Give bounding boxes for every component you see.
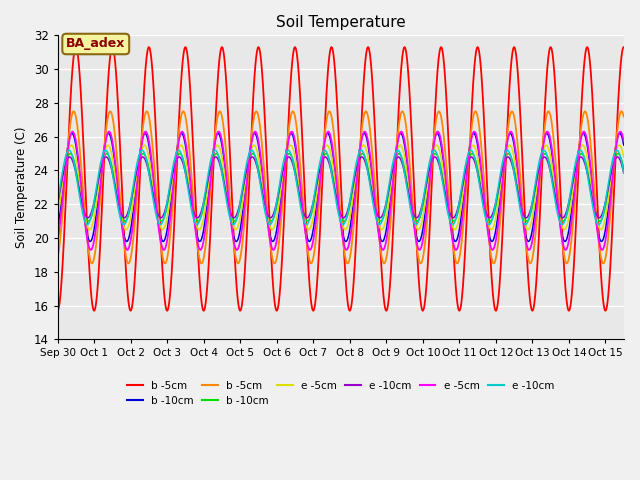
e -10cm: [467, 147, 475, 153]
b -5cm: [271, 300, 278, 305]
b -5cm: [547, 44, 554, 50]
e -5cm: [620, 154, 628, 160]
e -5cm: [548, 146, 556, 152]
b -10cm: [296, 190, 303, 195]
b -5cm: [152, 126, 159, 132]
e -10cm: [609, 164, 616, 169]
e -10cm: [271, 207, 278, 213]
e -5cm: [152, 200, 160, 206]
e -5cm: [271, 223, 278, 228]
e -5cm: [296, 174, 303, 180]
b -5cm: [118, 191, 126, 196]
b -10cm: [268, 218, 275, 224]
e -10cm: [120, 215, 128, 221]
b -5cm: [548, 47, 556, 52]
e -10cm: [296, 198, 303, 204]
e -5cm: [561, 227, 568, 232]
b -5cm: [620, 114, 628, 120]
Line: b -10cm: b -10cm: [58, 154, 624, 221]
b -10cm: [561, 239, 569, 244]
b -10cm: [620, 166, 628, 171]
e -5cm: [296, 183, 303, 189]
e -5cm: [609, 165, 617, 170]
b -10cm: [271, 236, 278, 241]
e -5cm: [620, 138, 628, 144]
b -10cm: [609, 164, 616, 169]
e -10cm: [548, 175, 556, 181]
e -10cm: [548, 178, 556, 184]
e -5cm: [68, 142, 76, 148]
b -5cm: [548, 120, 556, 126]
e -10cm: [152, 211, 160, 217]
e -5cm: [54, 215, 61, 220]
b -5cm: [234, 261, 242, 266]
b -10cm: [271, 211, 278, 217]
b -10cm: [609, 164, 617, 169]
b -10cm: [152, 199, 159, 205]
b -5cm: [296, 78, 303, 84]
e -10cm: [118, 213, 126, 218]
b -10cm: [614, 151, 622, 156]
Text: BA_adex: BA_adex: [66, 37, 125, 50]
Line: b -5cm: b -5cm: [58, 47, 624, 311]
e -10cm: [271, 209, 278, 215]
e -5cm: [434, 129, 442, 134]
b -5cm: [609, 178, 617, 183]
Line: b -10cm: b -10cm: [58, 133, 624, 241]
b -10cm: [548, 149, 556, 155]
e -10cm: [152, 204, 160, 210]
b -10cm: [118, 214, 126, 220]
b -5cm: [118, 220, 126, 226]
b -10cm: [620, 142, 628, 148]
e -5cm: [548, 160, 556, 166]
e -5cm: [271, 245, 278, 251]
e -10cm: [620, 170, 628, 176]
b -5cm: [54, 255, 61, 261]
b -10cm: [118, 223, 126, 228]
b -10cm: [296, 177, 303, 182]
b -5cm: [152, 183, 159, 189]
b -5cm: [620, 44, 628, 50]
b -10cm: [152, 203, 159, 209]
e -5cm: [54, 238, 61, 243]
b -5cm: [54, 308, 61, 313]
e -5cm: [152, 202, 160, 207]
Line: e -5cm: e -5cm: [58, 132, 624, 250]
Line: b -5cm: b -5cm: [58, 111, 624, 264]
b -5cm: [609, 216, 616, 222]
e -10cm: [118, 220, 126, 226]
e -10cm: [609, 156, 617, 161]
Line: e -10cm: e -10cm: [58, 150, 624, 225]
e -10cm: [614, 154, 621, 160]
e -10cm: [54, 199, 61, 205]
e -10cm: [620, 170, 628, 176]
b -10cm: [548, 171, 556, 177]
b -5cm: [296, 152, 303, 158]
b -5cm: [581, 108, 589, 114]
b -5cm: [271, 261, 278, 266]
Title: Soil Temperature: Soil Temperature: [276, 15, 406, 30]
Line: e -5cm: e -5cm: [58, 145, 624, 229]
b -10cm: [54, 204, 61, 209]
e -5cm: [609, 171, 617, 177]
b -10cm: [54, 227, 61, 233]
e -5cm: [87, 247, 95, 253]
e -5cm: [118, 227, 126, 232]
e -10cm: [54, 199, 61, 205]
e -10cm: [296, 192, 303, 198]
Legend: b -5cm, b -10cm, b -5cm, b -10cm, e -5cm, e -10cm, e -5cm, e -10cm: b -5cm, b -10cm, b -5cm, b -10cm, e -5cm…: [123, 377, 558, 410]
e -10cm: [120, 222, 127, 228]
Line: e -10cm: e -10cm: [58, 157, 624, 218]
e -5cm: [118, 218, 126, 224]
Y-axis label: Soil Temperature (C): Soil Temperature (C): [15, 127, 28, 248]
b -10cm: [287, 131, 295, 136]
